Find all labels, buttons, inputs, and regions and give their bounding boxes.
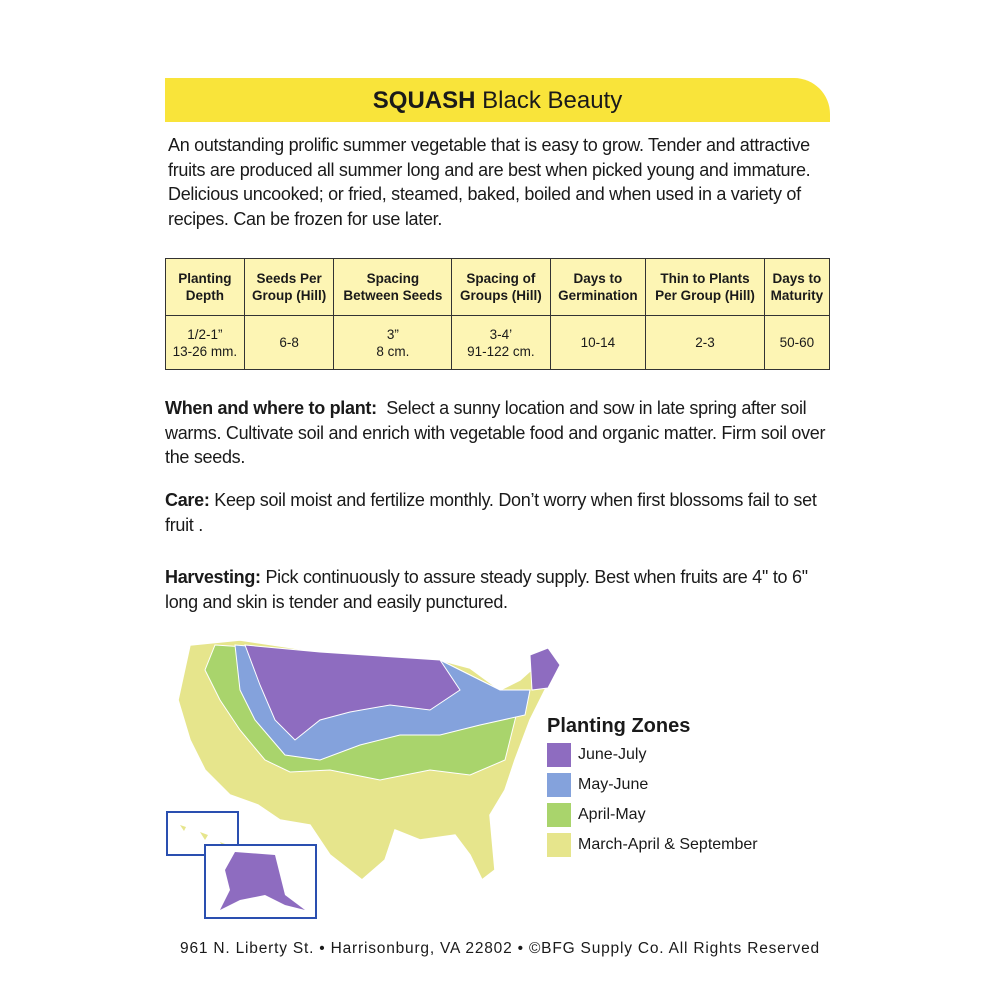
title-variety: Black Beauty (482, 87, 623, 114)
title-bar: SQUASH Black Beauty (165, 78, 830, 122)
legend-swatch (547, 773, 571, 797)
cell: 1/2-1” 13-26 mm. (165, 315, 245, 370)
column-header: Thin to Plants Per Group (Hill) (645, 258, 765, 316)
legend-label: May-June (578, 776, 649, 793)
legend-label: April-May (578, 806, 646, 823)
legend-label: March-April & September (578, 836, 758, 853)
section-text: Pick continuously to assure steady suppl… (165, 567, 808, 612)
footer: 961 N. Liberty St. • Harrisonburg, VA 22… (180, 940, 820, 957)
section-label: When and where to plant: (165, 398, 377, 418)
description: An outstanding prolific summer vegetable… (168, 135, 811, 229)
section: Care: Keep soil moist and fertilize mont… (165, 488, 835, 537)
data-row: 1/2-1” 13-26 mm. 6-8 3” 8 cm. 3-4’ 91-122 c… (165, 315, 831, 370)
legend-item: March-April & September (547, 833, 758, 857)
section-label: Care: (165, 490, 210, 510)
header-row: Planting Depth Seeds Per Group (Hill) Spac… (165, 258, 831, 316)
legend-swatch (547, 833, 571, 857)
legend-item: May-June (547, 773, 648, 797)
section: When and where to plant: Select a sunny … (165, 396, 835, 470)
title-bold: SQUASH (372, 87, 476, 114)
cell: 10-14 (549, 315, 647, 370)
cell: 6-8 (243, 315, 335, 370)
alaska (220, 852, 305, 910)
planting-table: Planting Depth Seeds Per Group (Hill) Spac… (165, 258, 831, 370)
column-header: Spacing of Groups (Hill) (451, 258, 551, 316)
cell: 3” 8 cm. (333, 315, 453, 370)
legend-swatch (547, 743, 571, 767)
legend-item: June-July (547, 743, 646, 767)
zone-june-july-ne (529, 647, 561, 691)
cell: 3-4’ 91-122 cm. (451, 315, 551, 370)
column-header: Seeds Per Group (Hill) (243, 258, 335, 316)
legend-label: June-July (578, 746, 647, 763)
section-label: Harvesting: (165, 567, 261, 587)
legend-item: April-May (547, 803, 646, 827)
section-text: Select a sunny location and sow in late … (165, 398, 826, 467)
legend-title: Planting Zones (547, 715, 691, 737)
hawaii (180, 825, 230, 852)
section-text: Keep soil moist and fertilize monthly. D… (165, 490, 817, 535)
cell: 2-3 (645, 315, 765, 370)
cell: 50-60 (763, 315, 831, 370)
legend-swatch (547, 803, 571, 827)
column-header: Planting Depth (165, 258, 245, 316)
column-header: Days to Maturity (763, 258, 831, 316)
column-header: Days to Germination (549, 258, 647, 316)
section: Harvesting: Pick continuously to assure … (165, 565, 835, 614)
zone-june-july (244, 644, 461, 741)
